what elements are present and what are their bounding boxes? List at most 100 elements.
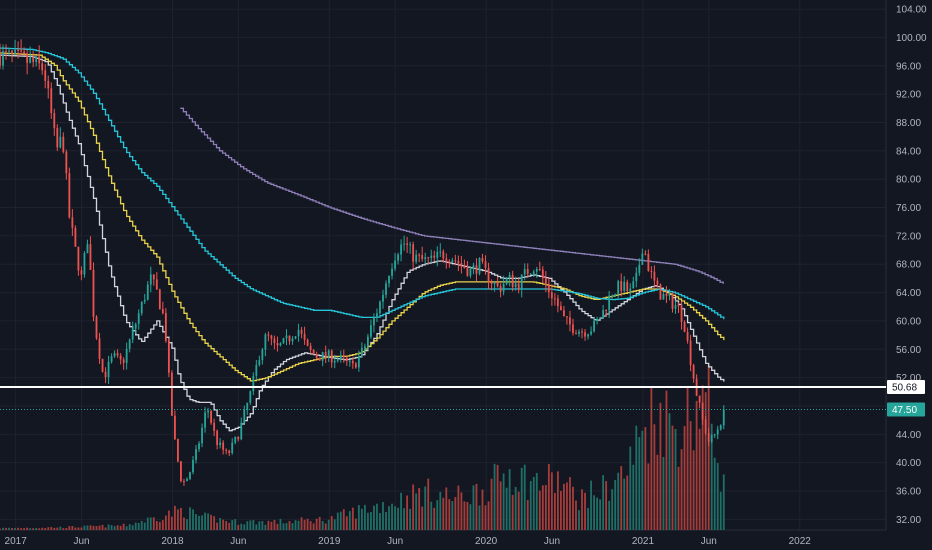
volume-bar (397, 507, 399, 530)
volume-bar (496, 464, 499, 530)
candle-body (635, 272, 638, 282)
candle-body (578, 331, 580, 334)
volume-bar (581, 489, 583, 530)
volume-bar (635, 425, 638, 530)
volume-bar (713, 457, 716, 530)
price-tags: 50.68 47.50 (887, 379, 925, 417)
volume-bar (17, 527, 20, 530)
candle-body (496, 282, 499, 287)
x-tick-label: 2018 (161, 536, 184, 547)
volume-bar (550, 472, 553, 530)
candle-body (466, 268, 469, 276)
candle-body (409, 244, 412, 246)
volume-bar (710, 423, 713, 530)
candle-body (400, 244, 402, 255)
candle-body (2, 51, 4, 66)
volume-bar (385, 511, 387, 530)
volume-bar (207, 513, 209, 530)
time-axis[interactable]: 2017 Jun 2018 Jun 2019 Jun 2020 Jun 2021 Jun 2022 (5, 536, 812, 547)
candle-body (611, 295, 614, 297)
candle-body (412, 244, 415, 262)
volume-bar (285, 523, 288, 530)
candle-body (348, 360, 351, 362)
volume-bar (514, 487, 517, 530)
volume-bar (29, 528, 32, 530)
x-tick-label: 2021 (632, 536, 655, 547)
candle-body (101, 358, 104, 372)
candle-body (553, 298, 556, 300)
candle-body (644, 253, 647, 255)
candle-body (68, 173, 71, 218)
candle-body (478, 257, 481, 274)
volume-bar (602, 475, 605, 530)
candle-body (74, 227, 77, 247)
volume-bar (626, 475, 629, 530)
volume-bar (454, 496, 457, 530)
price-axis[interactable]: 104.00 100.00 96.00 92.00 88.00 84.00 80.00 76.… (896, 5, 927, 526)
volume-bar (122, 523, 125, 530)
volume-bar (270, 521, 273, 530)
candle-body (617, 281, 620, 294)
candle-body (186, 478, 188, 482)
candle-body (584, 332, 586, 337)
volume-bar (662, 456, 665, 530)
volume-bar (62, 528, 65, 530)
candle-body (379, 301, 381, 314)
moving-average-line-4 (180, 107, 724, 284)
candle-body (155, 279, 158, 290)
candle-body (620, 281, 623, 291)
candle-body (656, 280, 659, 285)
candle-body (653, 271, 656, 281)
candle-body (321, 352, 324, 361)
candle-body (228, 450, 231, 454)
volume-bar (318, 516, 321, 530)
candle-body (484, 261, 487, 269)
candle-body (59, 136, 62, 148)
volume-bar (391, 503, 393, 530)
candle-body (243, 409, 246, 423)
volume-bar (104, 527, 107, 530)
candle-body (273, 338, 276, 344)
candle-body (701, 402, 704, 420)
candle-body (397, 254, 399, 261)
volume-bar (460, 492, 463, 530)
volume-bars (0, 364, 725, 530)
candle-body (170, 372, 173, 416)
price-lines[interactable] (0, 385, 886, 411)
volume-bar (264, 524, 267, 530)
candle-body (520, 274, 523, 290)
candle-body (394, 260, 396, 269)
last-price-tag: 47.50 (892, 405, 917, 416)
candle-body (710, 434, 713, 442)
volume-bar (92, 525, 95, 530)
candle-body (312, 349, 315, 355)
volume-bar (650, 386, 653, 530)
volume-bar (59, 526, 62, 530)
volume-bar (719, 491, 722, 530)
volume-bar (671, 425, 674, 530)
volume-bar (20, 528, 23, 530)
candle-body (623, 281, 626, 291)
volume-bar (351, 507, 354, 530)
candle-body (439, 251, 442, 253)
candle-body (563, 310, 565, 317)
candle-body (258, 360, 261, 365)
candle-body (29, 57, 32, 63)
candle-body (460, 263, 463, 266)
volume-bar (294, 520, 297, 530)
volume-bar (680, 449, 683, 530)
volume-bar (695, 400, 698, 530)
volume-bar (406, 495, 409, 530)
candle-body (276, 343, 279, 346)
candle-body (388, 275, 390, 284)
y-tick-label: 96.00 (896, 61, 921, 72)
y-tick-label: 80.00 (896, 175, 921, 186)
candle-body (11, 50, 13, 54)
volume-bar (143, 522, 146, 530)
candle-body (116, 353, 119, 356)
candle-body (246, 402, 249, 410)
volume-bar (116, 525, 119, 530)
candle-body (538, 269, 541, 271)
volume-bar (677, 466, 680, 530)
